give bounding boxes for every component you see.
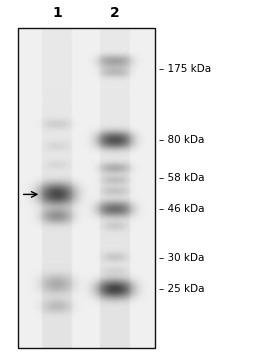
Bar xyxy=(18,28,155,348)
Text: – 175 kDa: – 175 kDa xyxy=(159,64,211,74)
Text: – 46 kDa: – 46 kDa xyxy=(159,204,205,214)
Text: 1: 1 xyxy=(52,6,62,20)
Text: – 80 kDa: – 80 kDa xyxy=(159,135,204,145)
Text: – 58 kDa: – 58 kDa xyxy=(159,173,205,183)
Text: – 30 kDa: – 30 kDa xyxy=(159,253,204,263)
Text: – 25 kDa: – 25 kDa xyxy=(159,284,205,294)
Text: 2: 2 xyxy=(110,6,120,20)
